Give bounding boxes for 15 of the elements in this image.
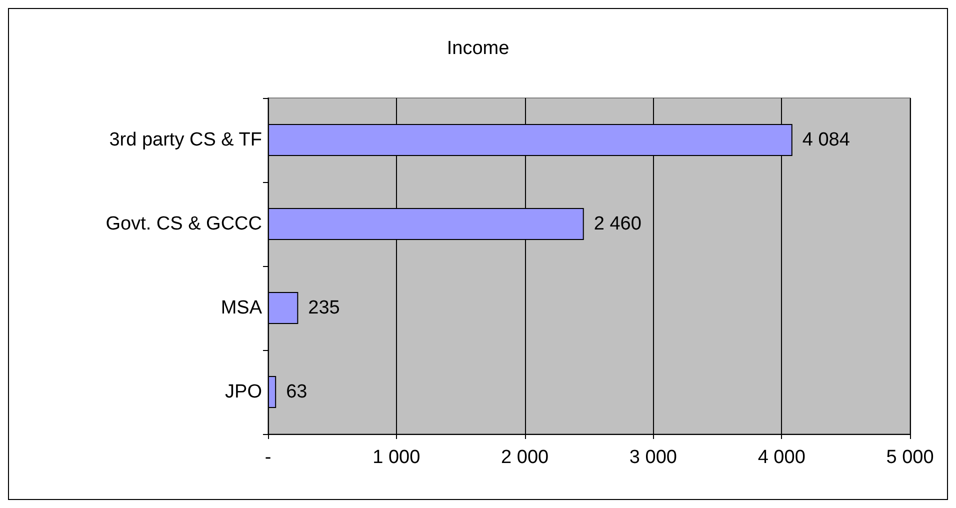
x-tick-label: 4 000 [758,447,806,468]
chart-title: Income [446,38,510,59]
x-tick-label: 3 000 [629,447,677,468]
data-label: 2 460 [594,214,642,234]
data-label: 4 084 [802,130,850,150]
x-tick-label: 5 000 [886,447,934,468]
y-tick-label: MSA [220,298,262,318]
data-label: 235 [308,298,340,318]
x-tick-label: - [264,447,272,468]
y-tick-label: Govt. CS & GCCC [106,214,262,234]
x-tick-label: 1 000 [372,447,420,468]
data-label: 63 [286,382,308,402]
y-tick-label: 3rd party CS & TF [109,130,262,150]
y-tick-label: JPO [225,382,262,402]
x-tick-label: 2 000 [501,447,549,468]
